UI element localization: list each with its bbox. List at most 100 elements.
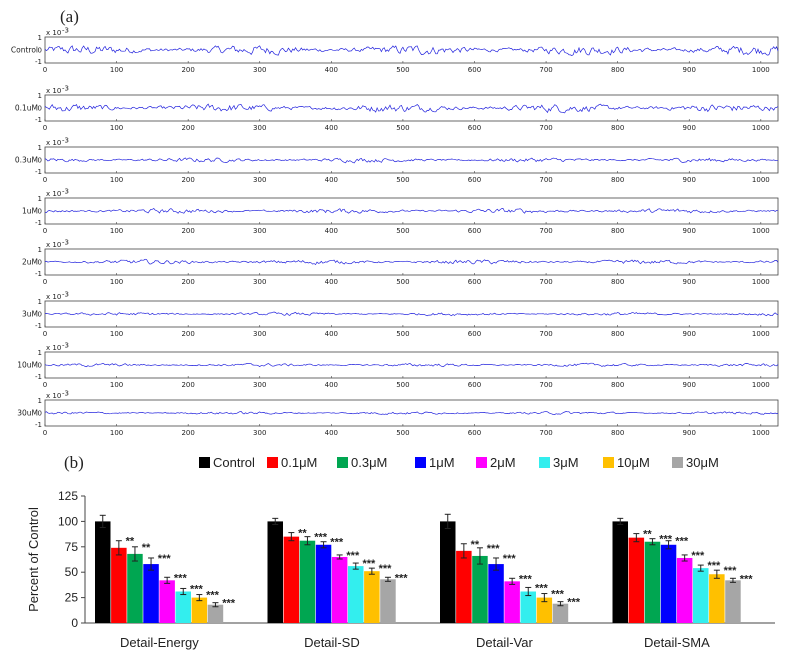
x-tick-label: 800 bbox=[611, 124, 624, 132]
x-tick-label: 1000 bbox=[752, 429, 770, 437]
x-tick-label: 200 bbox=[181, 330, 194, 338]
legend-swatch bbox=[672, 457, 683, 468]
y-tick-label: 100 bbox=[58, 514, 78, 528]
x-tick-label: 500 bbox=[396, 381, 409, 389]
y-tick-label: -1 bbox=[35, 421, 42, 429]
category-label: Detail-SD bbox=[304, 635, 360, 650]
y-tick-label: 50 bbox=[65, 565, 79, 579]
x-tick-label: 600 bbox=[468, 124, 481, 132]
category-label: Detail-Var bbox=[476, 635, 534, 650]
bar bbox=[380, 579, 396, 623]
x-tick-label: 400 bbox=[325, 330, 338, 338]
legend-entry: 10μM bbox=[617, 455, 650, 470]
x-tick-label: 900 bbox=[683, 227, 696, 235]
x-tick-label: 700 bbox=[539, 176, 552, 184]
bar bbox=[348, 566, 364, 623]
x-tick-label: 500 bbox=[396, 330, 409, 338]
y-exponent-label: x 10 bbox=[46, 87, 61, 95]
x-tick-label: 500 bbox=[396, 176, 409, 184]
x-tick-label: 700 bbox=[539, 429, 552, 437]
y-tick-label: -1 bbox=[35, 219, 42, 227]
y-tick-label: 0 bbox=[38, 47, 42, 55]
x-tick-label: 1000 bbox=[752, 381, 770, 389]
y-tick-label: 0 bbox=[38, 259, 42, 267]
significance-stars: *** bbox=[314, 532, 328, 544]
panel-a-label: (a) bbox=[60, 7, 79, 26]
y-exponent: -3 bbox=[62, 291, 69, 299]
channel-label: Control bbox=[11, 46, 38, 55]
significance-stars: ** bbox=[643, 529, 652, 541]
y-tick-label: 75 bbox=[65, 540, 79, 554]
bar bbox=[520, 591, 536, 623]
bar bbox=[111, 547, 127, 623]
significance-stars: ** bbox=[298, 528, 307, 540]
x-tick-label: 600 bbox=[468, 227, 481, 235]
significance-stars: ** bbox=[126, 536, 135, 548]
significance-stars: *** bbox=[330, 537, 344, 549]
legend-entry: 0.3μM bbox=[351, 455, 387, 470]
legend-swatch bbox=[476, 457, 487, 468]
bar bbox=[440, 521, 456, 623]
significance-stars: *** bbox=[675, 536, 689, 548]
y-tick-label: 0 bbox=[38, 410, 42, 418]
trace-frame bbox=[44, 399, 779, 427]
x-tick-label: 400 bbox=[325, 66, 338, 74]
bar bbox=[299, 540, 316, 623]
signal-trace bbox=[44, 311, 779, 317]
x-tick-label: 700 bbox=[539, 66, 552, 74]
x-tick-label: 400 bbox=[325, 278, 338, 286]
bar bbox=[207, 604, 224, 623]
bar bbox=[644, 541, 661, 623]
bar bbox=[143, 564, 159, 623]
x-tick-label: 900 bbox=[683, 330, 696, 338]
x-tick-label: 600 bbox=[468, 330, 481, 338]
bar bbox=[725, 580, 741, 623]
y-tick-label: 1 bbox=[38, 195, 42, 203]
x-tick-label: 200 bbox=[181, 278, 194, 286]
y-exponent-label: x 10 bbox=[46, 344, 61, 352]
channel-label: 2uM bbox=[22, 258, 38, 267]
bar bbox=[660, 544, 677, 623]
x-tick-label: 900 bbox=[683, 66, 696, 74]
category-label: Detail-SMA bbox=[644, 635, 710, 650]
y-exponent-label: x 10 bbox=[46, 29, 61, 37]
significance-stars: *** bbox=[346, 550, 360, 562]
y-tick-label: -1 bbox=[35, 116, 42, 124]
trace-frame bbox=[44, 300, 779, 328]
significance-stars: *** bbox=[519, 573, 533, 585]
bar bbox=[504, 581, 520, 623]
x-tick-label: 1000 bbox=[752, 176, 770, 184]
channel-label: 30uM bbox=[17, 409, 38, 418]
x-tick-label: 600 bbox=[468, 429, 481, 437]
x-tick-label: 200 bbox=[181, 66, 194, 74]
x-tick-label: 400 bbox=[325, 124, 338, 132]
x-tick-label: 1000 bbox=[752, 330, 770, 338]
y-tick-label: 1 bbox=[38, 92, 42, 100]
x-tick-label: 0 bbox=[43, 330, 47, 338]
channel-label: 0.1uM bbox=[15, 104, 38, 113]
y-tick-label: -1 bbox=[35, 168, 42, 176]
x-tick-label: 100 bbox=[110, 124, 123, 132]
y-tick-label: 0 bbox=[38, 311, 42, 319]
channel-label: 3uM bbox=[22, 310, 38, 319]
x-tick-label: 1000 bbox=[752, 66, 770, 74]
legend-swatch bbox=[539, 457, 550, 468]
legend-entry: 30μM bbox=[686, 455, 719, 470]
bar bbox=[127, 553, 143, 623]
y-tick-label: 1 bbox=[38, 34, 42, 42]
bar bbox=[95, 521, 111, 623]
bar bbox=[331, 556, 348, 623]
legend-entry: 1μM bbox=[429, 455, 455, 470]
signal-trace bbox=[44, 208, 779, 214]
x-tick-label: 200 bbox=[181, 124, 194, 132]
x-tick-label: 1000 bbox=[752, 227, 770, 235]
significance-stars: ** bbox=[471, 539, 480, 551]
significance-stars: *** bbox=[222, 598, 236, 610]
x-tick-label: 0 bbox=[43, 381, 47, 389]
y-exponent: -3 bbox=[62, 137, 69, 145]
signal-trace bbox=[44, 103, 779, 114]
